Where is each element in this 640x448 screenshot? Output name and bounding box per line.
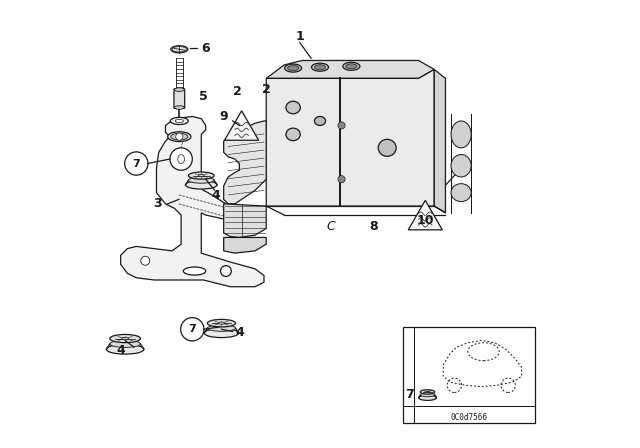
Text: 5: 5 bbox=[199, 90, 208, 103]
Circle shape bbox=[141, 256, 150, 265]
Text: 4: 4 bbox=[236, 326, 244, 339]
Ellipse shape bbox=[314, 116, 326, 125]
Ellipse shape bbox=[106, 345, 144, 354]
Text: 2: 2 bbox=[262, 83, 271, 96]
Circle shape bbox=[338, 122, 345, 129]
Ellipse shape bbox=[168, 132, 191, 142]
Ellipse shape bbox=[171, 134, 188, 140]
Ellipse shape bbox=[171, 46, 188, 53]
Text: 7: 7 bbox=[132, 159, 140, 168]
Ellipse shape bbox=[312, 63, 328, 71]
Ellipse shape bbox=[420, 393, 435, 397]
Ellipse shape bbox=[314, 65, 326, 69]
Text: 4: 4 bbox=[116, 344, 125, 357]
Ellipse shape bbox=[204, 328, 239, 338]
Ellipse shape bbox=[451, 155, 471, 177]
Circle shape bbox=[338, 176, 345, 183]
Ellipse shape bbox=[186, 181, 217, 189]
Text: 7: 7 bbox=[405, 388, 414, 401]
Text: C: C bbox=[327, 220, 335, 233]
Ellipse shape bbox=[286, 101, 300, 114]
Ellipse shape bbox=[207, 319, 236, 327]
Ellipse shape bbox=[175, 88, 184, 91]
Circle shape bbox=[221, 266, 231, 276]
Text: 4: 4 bbox=[212, 189, 220, 202]
Text: 6: 6 bbox=[202, 42, 210, 55]
Polygon shape bbox=[121, 116, 264, 287]
Text: 10: 10 bbox=[417, 214, 434, 227]
Ellipse shape bbox=[198, 175, 204, 177]
Text: 3: 3 bbox=[154, 197, 162, 211]
Text: 8: 8 bbox=[369, 220, 378, 233]
Ellipse shape bbox=[285, 64, 301, 72]
Ellipse shape bbox=[343, 62, 360, 70]
Ellipse shape bbox=[287, 66, 299, 71]
Polygon shape bbox=[435, 69, 445, 213]
Ellipse shape bbox=[170, 117, 188, 125]
Polygon shape bbox=[224, 204, 266, 237]
Ellipse shape bbox=[451, 184, 471, 202]
Polygon shape bbox=[266, 69, 435, 206]
Ellipse shape bbox=[110, 335, 140, 343]
Ellipse shape bbox=[188, 177, 214, 183]
Polygon shape bbox=[224, 121, 266, 204]
Text: 0C0d7566: 0C0d7566 bbox=[451, 414, 488, 422]
Ellipse shape bbox=[451, 121, 471, 148]
Bar bbox=[403, 327, 535, 423]
Circle shape bbox=[176, 133, 183, 140]
Text: 2: 2 bbox=[233, 85, 241, 99]
Ellipse shape bbox=[110, 340, 140, 347]
Polygon shape bbox=[225, 111, 259, 140]
Ellipse shape bbox=[346, 64, 357, 69]
Ellipse shape bbox=[122, 337, 129, 340]
Polygon shape bbox=[266, 60, 435, 78]
Ellipse shape bbox=[419, 395, 436, 401]
Ellipse shape bbox=[218, 322, 225, 324]
Ellipse shape bbox=[378, 139, 396, 156]
Ellipse shape bbox=[207, 325, 236, 332]
FancyBboxPatch shape bbox=[174, 89, 185, 108]
Circle shape bbox=[170, 148, 192, 170]
Ellipse shape bbox=[420, 390, 435, 394]
Text: 9: 9 bbox=[220, 110, 228, 123]
Text: 1: 1 bbox=[296, 30, 304, 43]
Ellipse shape bbox=[184, 267, 206, 275]
Ellipse shape bbox=[175, 120, 184, 123]
Ellipse shape bbox=[175, 106, 184, 109]
Polygon shape bbox=[408, 200, 442, 230]
Ellipse shape bbox=[188, 172, 214, 179]
Ellipse shape bbox=[286, 128, 300, 141]
Text: 7: 7 bbox=[188, 324, 196, 334]
Polygon shape bbox=[224, 237, 266, 253]
